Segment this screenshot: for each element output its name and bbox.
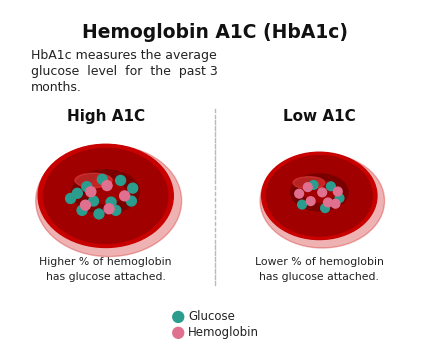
Ellipse shape — [293, 177, 325, 189]
Ellipse shape — [266, 156, 372, 236]
Circle shape — [72, 188, 82, 198]
Circle shape — [333, 187, 342, 196]
Ellipse shape — [87, 178, 124, 204]
Text: Hemoglobin A1C (HbA1c): Hemoglobin A1C (HbA1c) — [82, 23, 348, 42]
Text: Hemoglobin: Hemoglobin — [188, 326, 259, 339]
Circle shape — [126, 196, 136, 206]
Text: Higher % of hemoglobin
has glucose attached.: Higher % of hemoglobin has glucose attac… — [40, 257, 172, 282]
Circle shape — [318, 188, 326, 197]
Text: Low A1C: Low A1C — [283, 109, 356, 123]
Circle shape — [106, 197, 116, 207]
Circle shape — [80, 200, 90, 210]
Circle shape — [324, 198, 332, 207]
Circle shape — [173, 327, 184, 338]
Text: months.: months. — [31, 81, 82, 94]
Circle shape — [298, 200, 307, 209]
Circle shape — [295, 189, 304, 198]
Text: Lower % of hemoglobin
has glucose attached.: Lower % of hemoglobin has glucose attach… — [255, 257, 384, 282]
Text: HbA1c measures the average: HbA1c measures the average — [31, 49, 217, 62]
Text: High A1C: High A1C — [67, 109, 145, 123]
Circle shape — [128, 183, 138, 193]
Ellipse shape — [260, 154, 384, 248]
Ellipse shape — [291, 174, 348, 211]
Circle shape — [82, 182, 92, 192]
Text: Glucose: Glucose — [188, 310, 235, 323]
Circle shape — [116, 175, 126, 185]
Circle shape — [326, 182, 335, 191]
Circle shape — [111, 205, 121, 215]
Circle shape — [331, 199, 340, 208]
Ellipse shape — [43, 148, 168, 243]
Circle shape — [66, 193, 76, 203]
Circle shape — [97, 174, 108, 184]
Circle shape — [321, 204, 329, 212]
Circle shape — [94, 209, 104, 219]
Text: glucose  level  for  the  past 3: glucose level for the past 3 — [31, 65, 218, 78]
Circle shape — [77, 205, 87, 215]
Ellipse shape — [75, 173, 112, 188]
Circle shape — [89, 196, 98, 206]
Circle shape — [86, 187, 96, 197]
Circle shape — [120, 191, 129, 201]
Circle shape — [309, 181, 318, 189]
Circle shape — [306, 197, 315, 206]
Circle shape — [102, 181, 112, 190]
Ellipse shape — [304, 181, 335, 202]
Ellipse shape — [36, 145, 181, 257]
Ellipse shape — [72, 170, 139, 214]
Ellipse shape — [38, 144, 173, 247]
Circle shape — [335, 194, 344, 202]
Circle shape — [173, 311, 184, 323]
Circle shape — [304, 183, 312, 192]
Ellipse shape — [262, 152, 377, 239]
Circle shape — [104, 204, 114, 214]
